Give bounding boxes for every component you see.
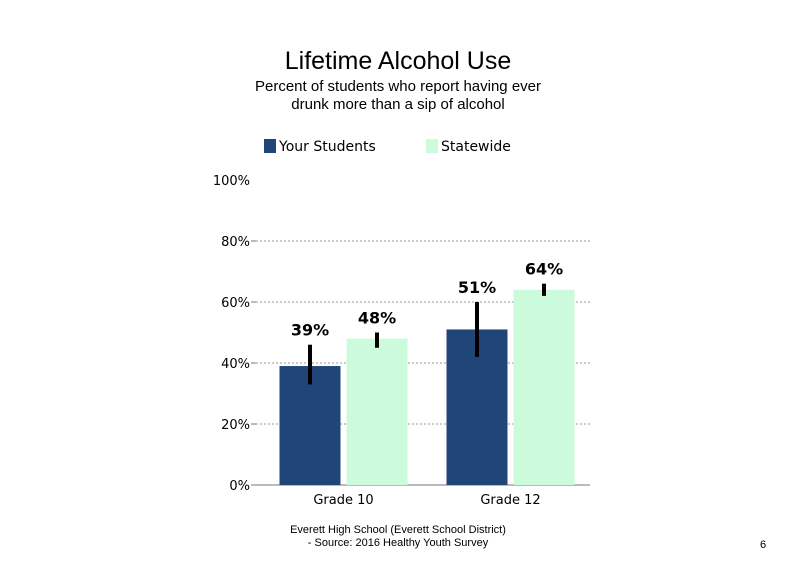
legend-label-your-students: Your Students [279, 139, 376, 155]
bar [513, 289, 575, 485]
legend-swatch-your-students [264, 139, 276, 153]
y-tick-label: 100% [213, 174, 250, 189]
legend-item-statewide: Statewide [426, 139, 511, 157]
x-tick-label: Grade 12 [480, 493, 540, 508]
footer: Everett High School (Everett School Dist… [0, 524, 796, 550]
data-label: 39% [291, 321, 329, 340]
y-tick-label: 80% [221, 235, 250, 250]
y-tick-label: 40% [221, 357, 250, 372]
chart-subtitle: Percent of students who report having ev… [255, 78, 541, 113]
footer-school: Everett High School (Everett School Dist… [290, 524, 506, 536]
legend-item-your-students: Your Students [264, 139, 376, 157]
y-tick-label: 0% [229, 479, 250, 494]
data-label: 64% [525, 260, 563, 279]
data-label: 48% [358, 309, 396, 328]
page-number: 6 [760, 539, 767, 551]
bar [346, 338, 408, 485]
footer-source: - Source: 2016 Healthy Youth Survey [307, 537, 489, 549]
x-tick-label: Grade 10 [313, 493, 373, 508]
chart-title: Lifetime Alcohol Use [284, 47, 512, 75]
y-tick-label: 20% [221, 418, 250, 433]
legend-swatch-statewide [426, 139, 438, 153]
legend-label-statewide: Statewide [441, 139, 511, 155]
y-tick-label: 60% [221, 296, 250, 311]
data-label: 51% [458, 278, 496, 297]
bar [279, 366, 341, 485]
